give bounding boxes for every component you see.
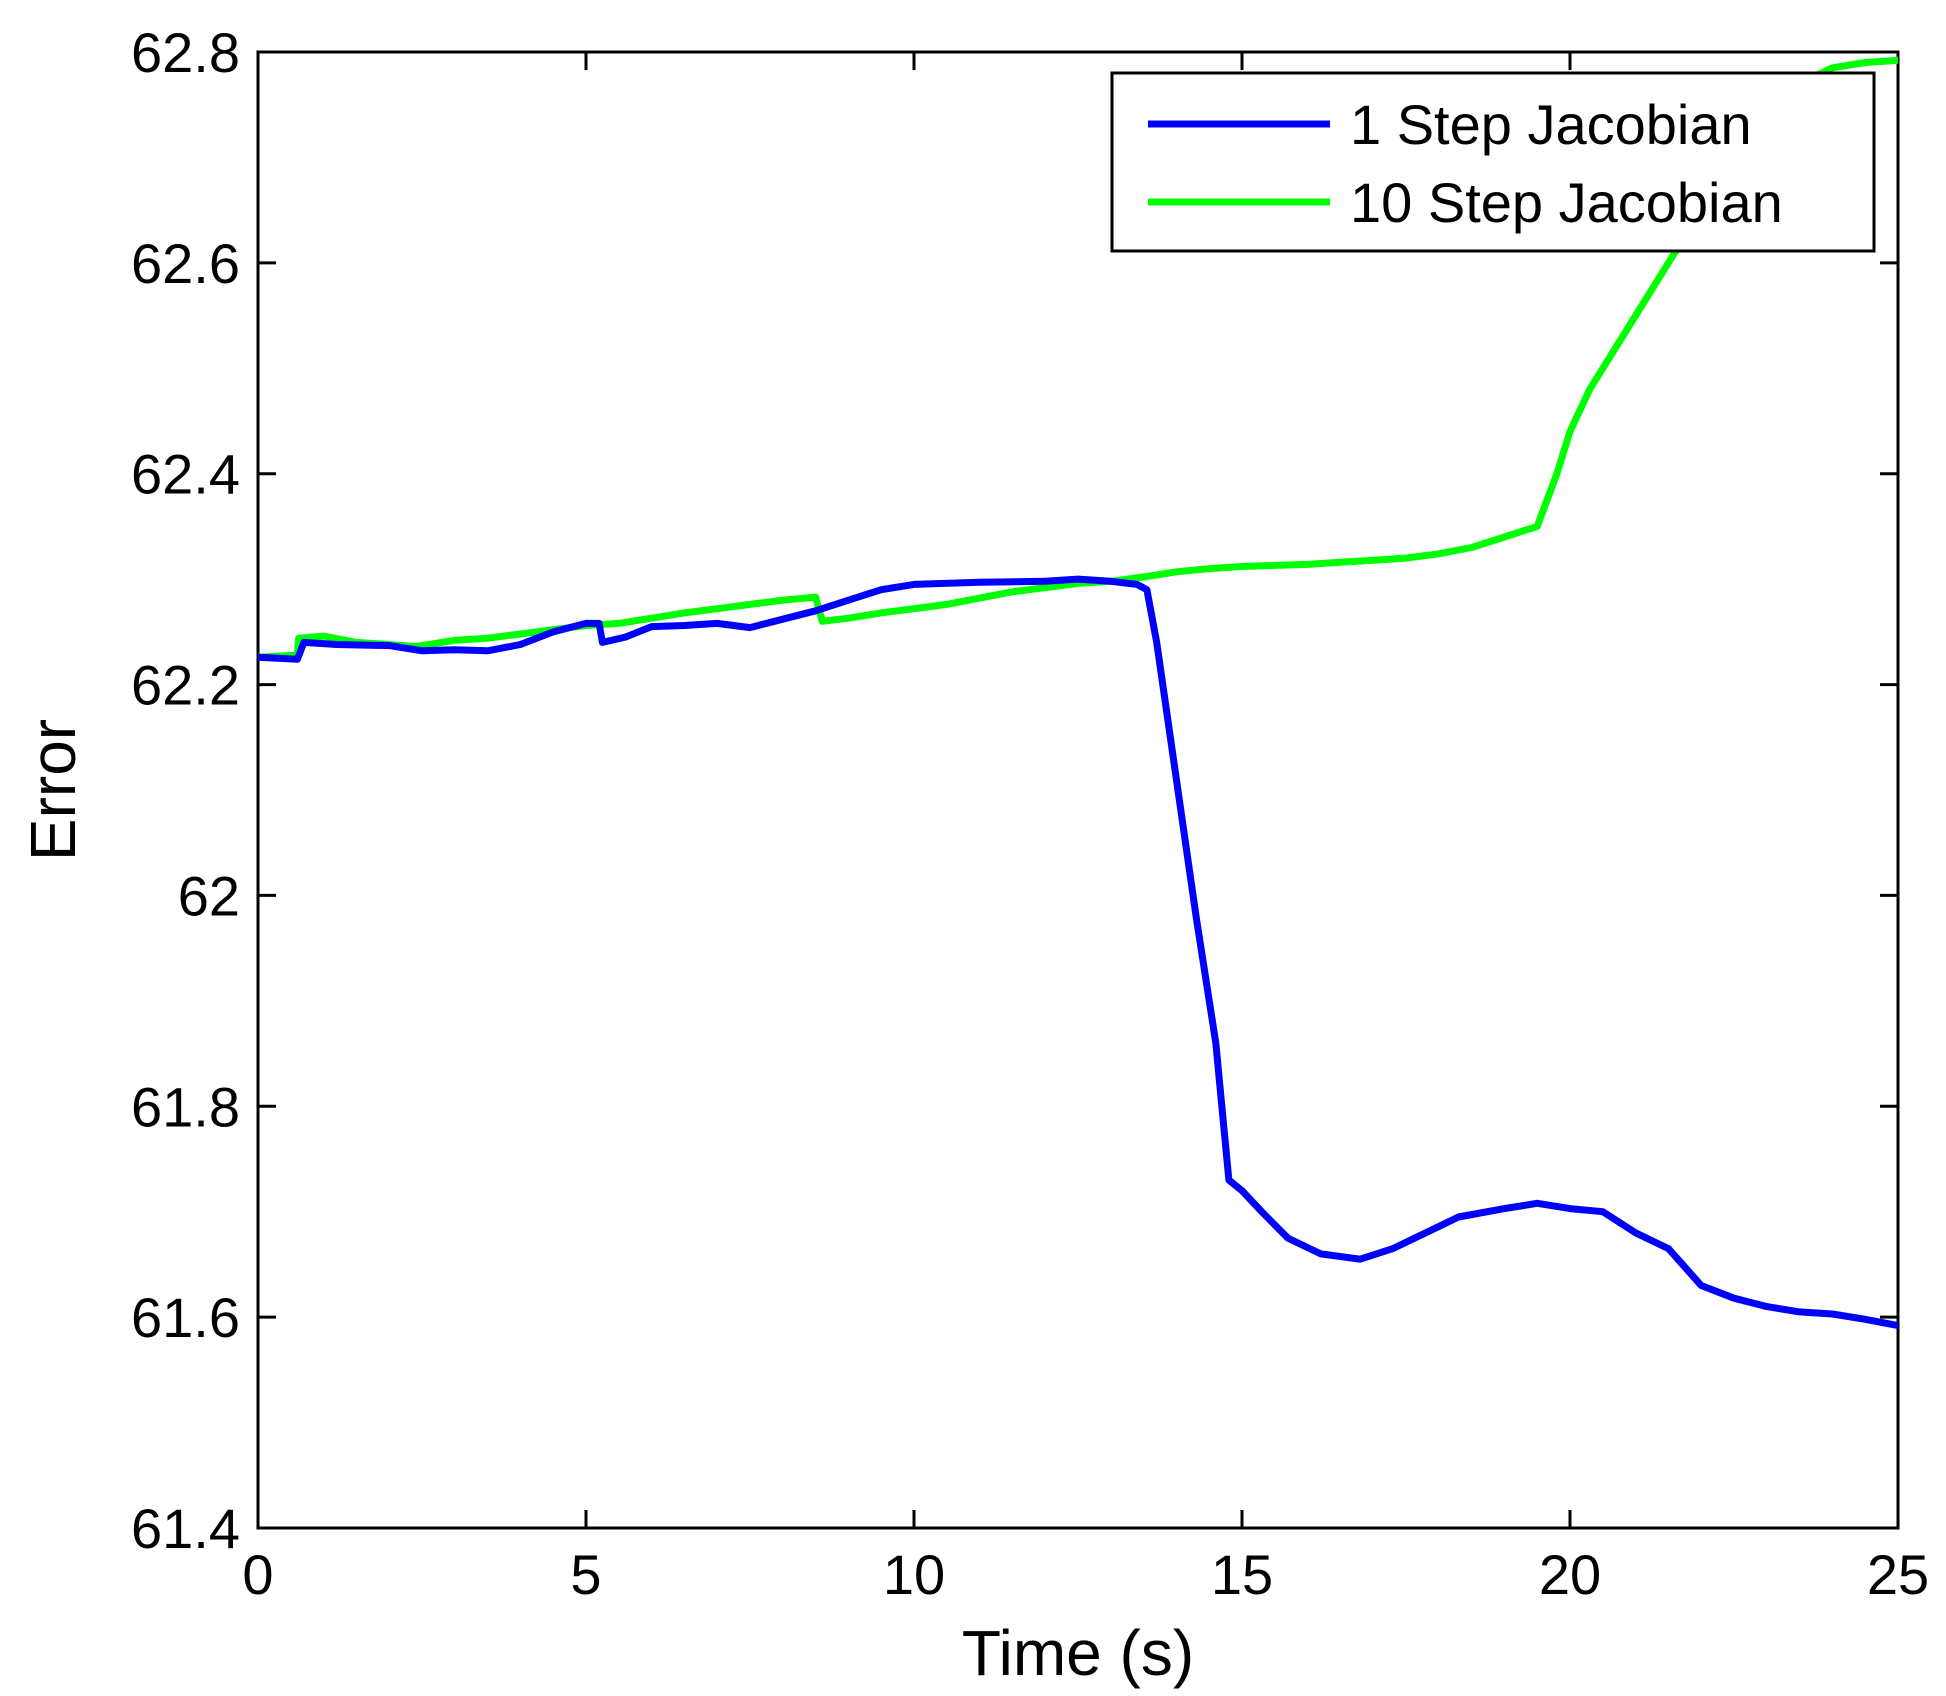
axis-tick-labels: 0 5 10 15 20 25 61.4 61.6 61.8 62 62.2 62.4 62.6 62.8 [131, 21, 1929, 1606]
legend: 1 Step Jacobian 10 Step Jacobian [1110, 71, 1876, 253]
y-axis-title: Error [17, 719, 89, 861]
plot-area-frame [256, 50, 1900, 1530]
axis-ticks [256, 50, 1900, 1530]
y-tick-label: 62.2 [131, 654, 240, 717]
x-tick-label: 10 [883, 1543, 945, 1606]
y-tick-label: 61.8 [131, 1075, 240, 1138]
y-tick-label: 61.4 [131, 1497, 240, 1560]
series-lines [258, 56, 1898, 1330]
x-tick-label: 25 [1867, 1543, 1929, 1606]
y-tick-label: 62.6 [131, 232, 240, 295]
series-line-1-step-jacobian [258, 575, 1898, 1330]
x-tick-label: 20 [1539, 1543, 1601, 1606]
legend-label-10-step-jacobian: 10 Step Jacobian [1350, 171, 1783, 234]
y-tick-label: 62.4 [131, 443, 240, 506]
x-tick-label: 5 [570, 1543, 601, 1606]
y-tick-label: 62 [178, 864, 240, 927]
legend-label-1-step-jacobian: 1 Step Jacobian [1350, 93, 1752, 156]
x-tick-label: 15 [1211, 1543, 1273, 1606]
y-tick-label: 62.8 [131, 21, 240, 84]
x-tick-label: 0 [242, 1543, 273, 1606]
legend-box [1110, 71, 1876, 253]
y-tick-label: 61.6 [131, 1286, 240, 1349]
x-axis-title: Time (s) [962, 1617, 1194, 1689]
